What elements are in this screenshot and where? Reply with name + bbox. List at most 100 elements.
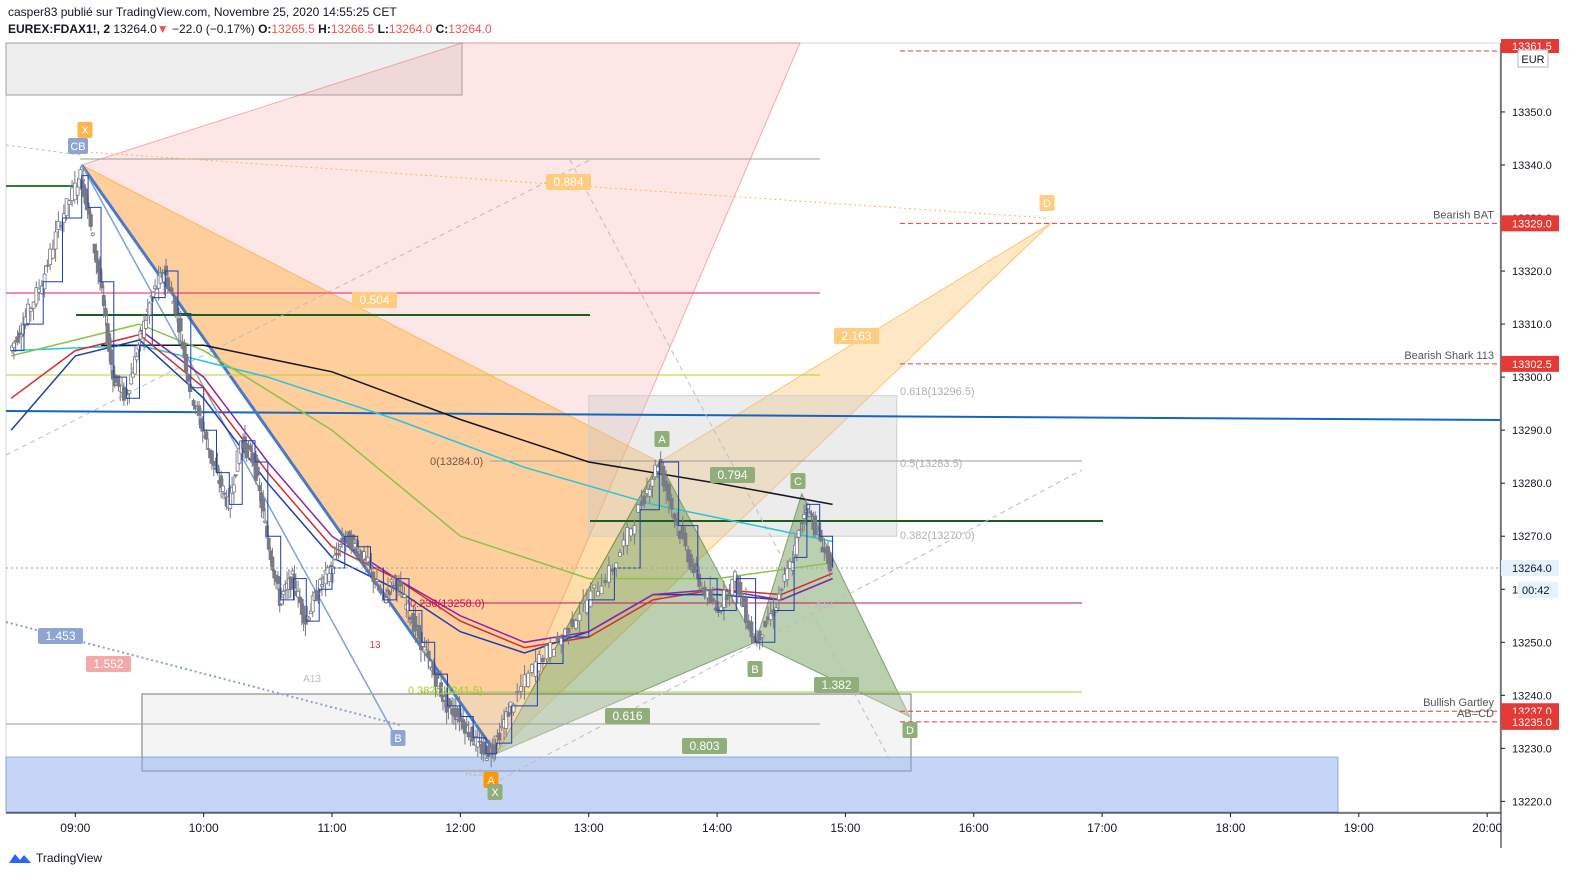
moving-average-1 xyxy=(11,344,833,543)
candle-body xyxy=(398,581,403,587)
candle-body xyxy=(809,513,814,516)
signal-label: 13 xyxy=(369,640,381,651)
fib-label: 0.5(13283.5) xyxy=(900,458,962,470)
y-tick-label: 13310.0 xyxy=(1512,319,1552,331)
candle-body xyxy=(75,186,80,196)
candle-body xyxy=(413,616,418,632)
candle-body xyxy=(151,292,156,298)
candle-body xyxy=(581,600,586,604)
dashed-short xyxy=(5,144,81,156)
y-tick-label: 13290.0 xyxy=(1512,425,1552,437)
y-tick-label: 13280.0 xyxy=(1512,478,1552,490)
candle-body xyxy=(829,560,834,563)
candle-body xyxy=(628,528,633,537)
pattern-point-text: X xyxy=(491,787,499,799)
candle-body xyxy=(53,231,58,250)
y-tick-label: 13320.0 xyxy=(1512,266,1552,278)
candle-body xyxy=(603,579,608,584)
symbol-label[interactable]: EUREX:FDAX1!, 2 xyxy=(8,22,111,36)
candle-body xyxy=(540,657,545,663)
candle-body xyxy=(562,628,567,636)
tradingview-brand[interactable]: TradingView xyxy=(8,851,102,865)
price-tag xyxy=(1501,560,1559,577)
candle-body xyxy=(818,529,823,542)
candle-body xyxy=(448,700,453,706)
price-tag xyxy=(1501,355,1559,372)
ratio-badge xyxy=(605,708,650,724)
candle-body xyxy=(813,515,818,536)
pattern-point-badge xyxy=(654,431,670,447)
ratio-text: 0.884 xyxy=(553,175,583,189)
candle-body xyxy=(426,650,431,658)
pattern-point-badge xyxy=(68,138,88,154)
candle-body xyxy=(376,587,381,591)
candle-body xyxy=(515,690,520,693)
candle-body xyxy=(636,504,641,513)
candle-body xyxy=(138,330,143,340)
y-tick-label: 13270.0 xyxy=(1512,531,1552,543)
candle-body xyxy=(331,566,335,575)
candle-body xyxy=(614,562,619,569)
candle-body xyxy=(144,319,148,329)
candle-body xyxy=(669,498,674,510)
candle-body xyxy=(794,537,799,556)
publisher-line: casper83 publié sur TradingView.com, Nov… xyxy=(8,5,397,19)
candle-body xyxy=(621,539,626,547)
candle-body xyxy=(719,606,724,612)
close-value: 13264.0 xyxy=(448,22,492,36)
candle-body xyxy=(173,299,178,315)
candle-body xyxy=(798,529,803,532)
y-tick-label: 13340.0 xyxy=(1512,160,1552,172)
pattern-point-badge xyxy=(747,661,763,677)
candle-body xyxy=(697,573,702,587)
candle-body xyxy=(566,627,571,634)
ratio-text: 0.794 xyxy=(717,468,747,482)
candle-body xyxy=(50,249,55,259)
candle-body xyxy=(307,617,311,621)
candle-body xyxy=(200,421,205,432)
candle-body xyxy=(632,525,637,535)
price-tag-text: 13235.0 xyxy=(1512,717,1552,729)
dashed-diagonal-2 xyxy=(499,469,1083,781)
candle-body xyxy=(689,554,693,570)
ratio-badge xyxy=(546,174,591,190)
candle-body xyxy=(391,584,396,587)
level-label: Bearish Shark 113 xyxy=(1404,350,1494,362)
candle-body xyxy=(67,200,72,205)
level-label: Bearish BAT xyxy=(1433,209,1494,221)
candle-body xyxy=(551,649,556,657)
pattern-point-text: CB xyxy=(70,141,85,153)
candle-body xyxy=(815,526,819,529)
ohlc-legend: EUREX:FDAX1!, 2 13264.0▼ −22.0 (−0.17%) … xyxy=(8,22,492,36)
candle-body xyxy=(393,575,398,578)
pattern-point-badge xyxy=(77,122,93,138)
candle-body xyxy=(518,686,523,692)
y-tick-label: 13240.0 xyxy=(1512,690,1552,702)
candle-body xyxy=(257,485,262,491)
candle-body xyxy=(573,620,578,629)
candle-body xyxy=(64,198,69,217)
fib-label: 0.382(13241.5) xyxy=(408,685,483,697)
x-tick-label: 17:00 xyxy=(1087,821,1117,835)
candle-body xyxy=(101,294,106,307)
candle-body xyxy=(248,445,253,451)
open-label: O: xyxy=(258,22,272,36)
pattern-point-badge xyxy=(390,730,406,746)
candle-body xyxy=(724,595,729,601)
pattern-point-text: D xyxy=(906,725,914,737)
candle-body xyxy=(606,565,611,583)
candle-body xyxy=(667,483,671,501)
candle-body xyxy=(78,169,83,180)
ratio-badge xyxy=(86,656,131,672)
candle-body xyxy=(570,618,575,627)
candle-body xyxy=(584,599,589,614)
fib-label: 0.382(13270.0) xyxy=(900,530,975,542)
candle-body xyxy=(184,353,189,373)
harmonic-patterns[interactable] xyxy=(5,42,1339,813)
candle-body xyxy=(730,579,735,596)
candle-body xyxy=(738,581,743,596)
pattern-point-text: D xyxy=(1043,198,1051,210)
candle-body xyxy=(522,674,527,688)
candle-body xyxy=(127,390,132,394)
